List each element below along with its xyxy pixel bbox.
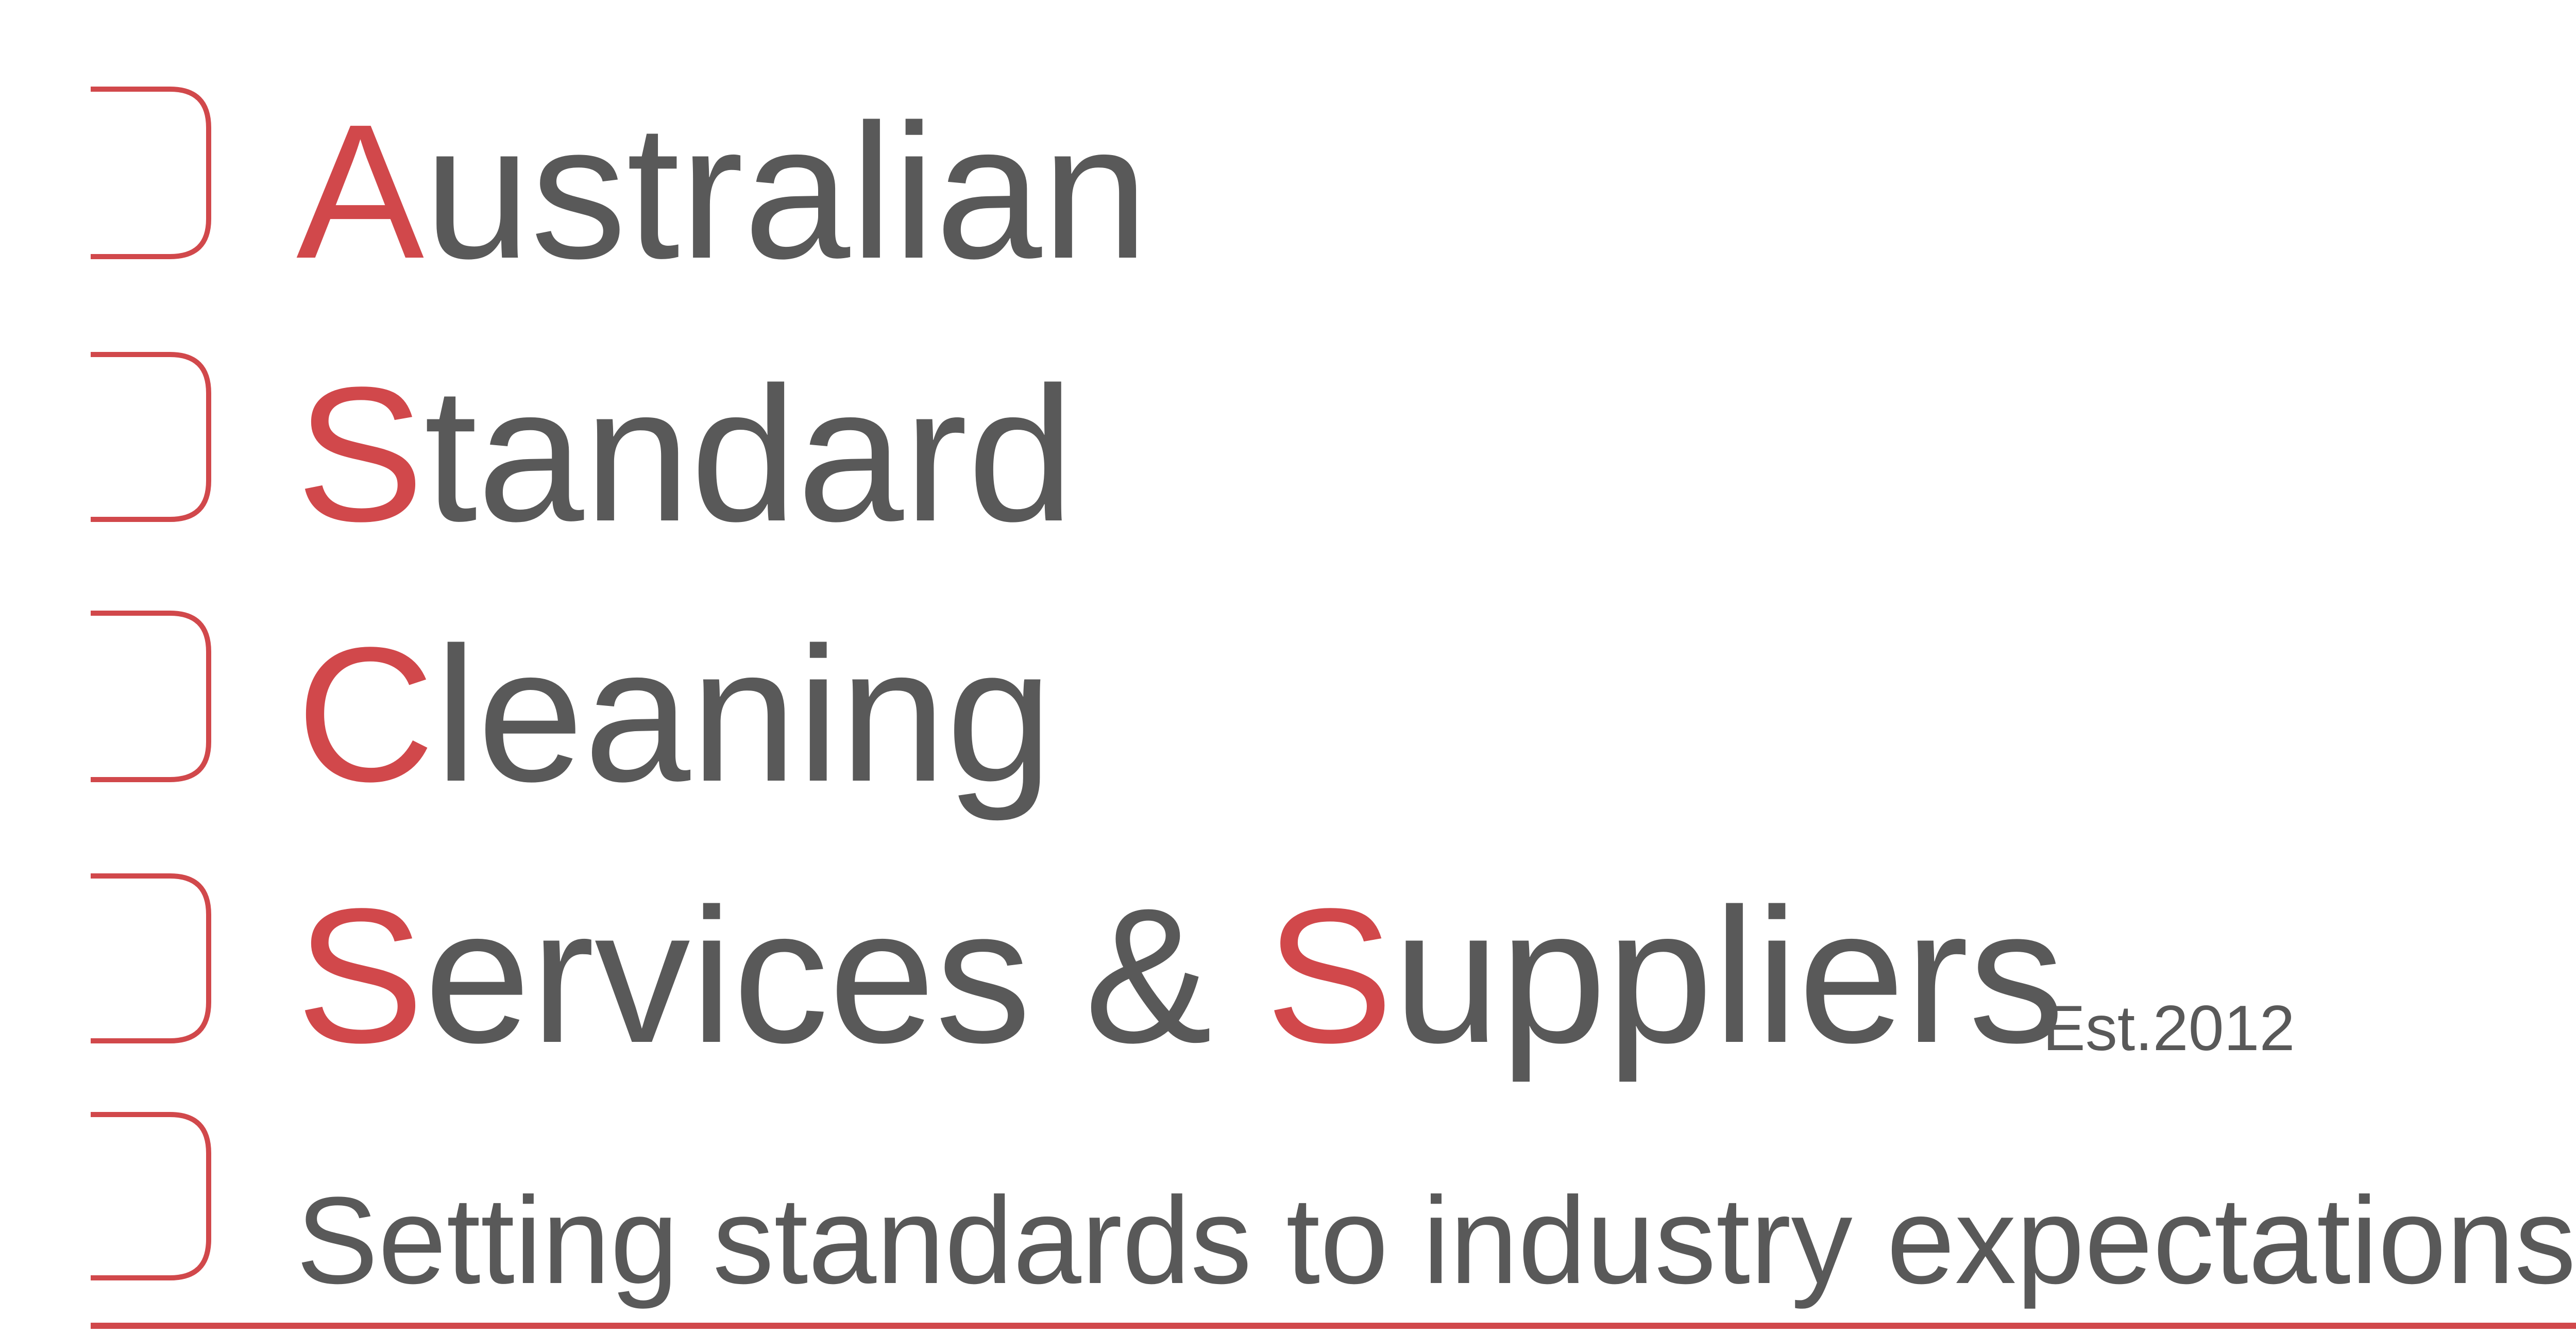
logo-initial-s-services: S	[296, 868, 424, 1083]
established-year: Est.2012	[2043, 993, 2295, 1064]
logo-line-cleaning: Cleaning	[296, 607, 1053, 822]
logo-word-standard: tandard	[424, 347, 1074, 561]
tagline: Setting standards to industry expectatio…	[296, 1171, 2576, 1309]
logo-word-services: ervices &	[424, 868, 1265, 1083]
logo-line-services-suppliers: Services & Suppliers	[296, 868, 2064, 1084]
logo-initial-s-suppliers: S	[1265, 868, 1393, 1083]
logo-initial-s: S	[296, 347, 424, 561]
logo-line-standard: Standard	[296, 347, 1074, 561]
bracket-icon-cleaning	[91, 611, 211, 782]
bracket-icon-tagline	[91, 1112, 211, 1280]
logo-line-australian: Australian	[296, 84, 1148, 298]
logo-initial-a: A	[296, 84, 425, 298]
bracket-icon-standard	[91, 352, 211, 522]
bracket-icon-australian	[91, 87, 211, 259]
logo-word-cleaning: leaning	[435, 607, 1053, 822]
logo-word-suppliers: uppliers	[1393, 868, 2064, 1084]
underline-rule	[91, 1323, 2576, 1329]
logo-word-australian: ustralian	[424, 84, 1148, 298]
bracket-icon-services	[91, 873, 211, 1043]
logo-initial-c: C	[296, 607, 435, 821]
